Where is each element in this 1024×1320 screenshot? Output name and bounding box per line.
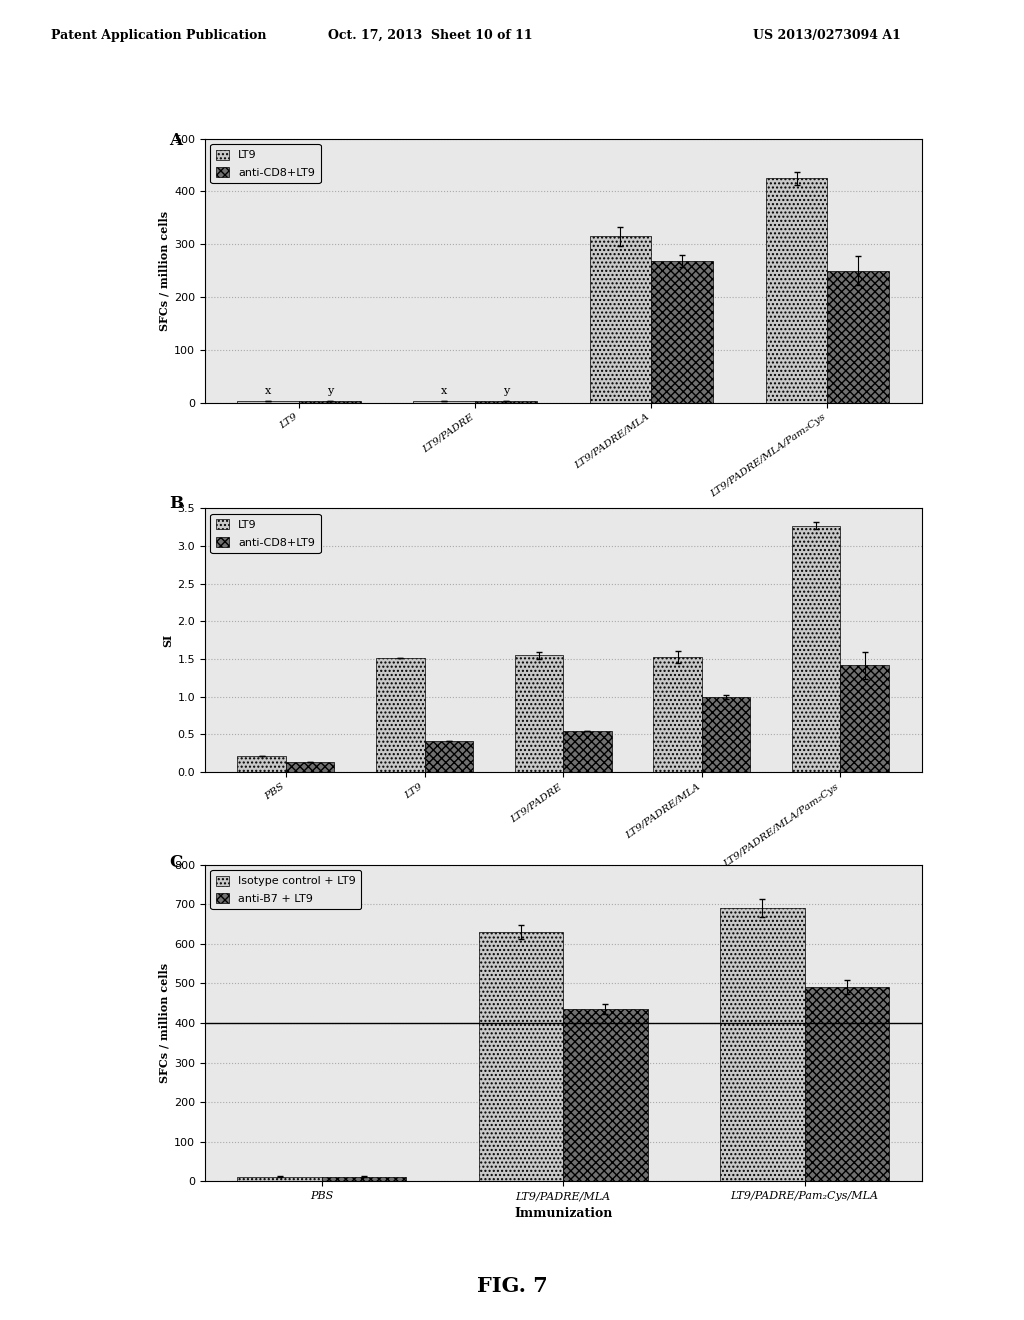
Bar: [238, 1176, 322, 1181]
Bar: [827, 271, 889, 403]
Bar: [590, 236, 651, 403]
Text: y: y: [503, 387, 509, 396]
X-axis label: Immunization: Immunization: [514, 911, 612, 923]
Bar: [376, 657, 425, 772]
Bar: [701, 697, 751, 772]
Text: x: x: [441, 387, 447, 396]
Y-axis label: SI: SI: [162, 634, 173, 647]
Legend: Isotype control + LT9, anti-B7 + LT9: Isotype control + LT9, anti-B7 + LT9: [210, 870, 361, 909]
Bar: [414, 401, 475, 403]
Bar: [653, 657, 701, 772]
Bar: [299, 401, 360, 403]
Bar: [286, 762, 335, 772]
Bar: [720, 908, 805, 1181]
Text: B: B: [169, 495, 183, 512]
Bar: [322, 1176, 407, 1181]
Bar: [425, 741, 473, 772]
Text: A: A: [169, 132, 182, 149]
Y-axis label: SFCs / million cells: SFCs / million cells: [159, 962, 170, 1084]
Text: y: y: [327, 387, 333, 396]
Text: C: C: [169, 854, 182, 871]
Text: US 2013/0273094 A1: US 2013/0273094 A1: [754, 29, 901, 42]
Bar: [515, 655, 563, 772]
Bar: [238, 755, 286, 772]
Bar: [766, 178, 827, 403]
Bar: [563, 1008, 647, 1181]
Text: FIG. 7: FIG. 7: [476, 1276, 548, 1296]
X-axis label: Immunization: Immunization: [514, 1206, 612, 1220]
Bar: [792, 525, 841, 772]
Bar: [563, 731, 611, 772]
Bar: [475, 401, 537, 403]
Bar: [479, 932, 563, 1181]
Bar: [238, 401, 299, 403]
X-axis label: Immunization: Immunization: [514, 541, 612, 553]
Bar: [841, 665, 889, 772]
Legend: LT9, anti-CD8+LT9: LT9, anti-CD8+LT9: [210, 144, 321, 183]
Legend: LT9, anti-CD8+LT9: LT9, anti-CD8+LT9: [210, 513, 321, 553]
Text: Oct. 17, 2013  Sheet 10 of 11: Oct. 17, 2013 Sheet 10 of 11: [328, 29, 532, 42]
Text: Patent Application Publication: Patent Application Publication: [51, 29, 266, 42]
Bar: [651, 261, 713, 403]
Y-axis label: SFCs / million cells: SFCs / million cells: [159, 210, 170, 331]
Bar: [805, 987, 889, 1181]
Text: x: x: [265, 387, 271, 396]
